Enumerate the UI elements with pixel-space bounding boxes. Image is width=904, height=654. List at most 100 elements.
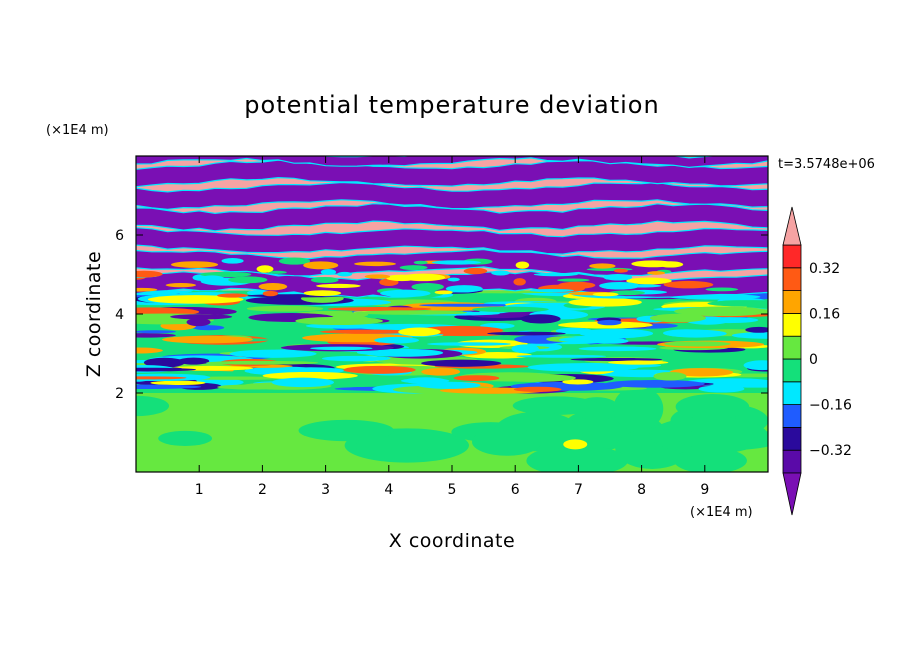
streak — [555, 327, 593, 335]
streak — [745, 326, 768, 333]
colorbar-swatch — [782, 426, 802, 451]
streak — [713, 380, 768, 388]
transition-streak — [558, 281, 596, 289]
transition-streak — [170, 261, 219, 268]
chart-title: potential temperature deviation — [244, 91, 659, 119]
y-axis-label: Z coordinate — [83, 251, 105, 377]
transition-streak — [364, 274, 391, 279]
streak — [271, 377, 335, 388]
colorbar-swatch — [782, 449, 802, 474]
colorbar-swatch — [782, 381, 802, 405]
streak — [568, 297, 642, 307]
contour-field — [136, 156, 768, 472]
streak — [343, 315, 370, 325]
colorbar-swatch — [782, 358, 802, 383]
transition-streak — [354, 261, 396, 267]
streak — [319, 329, 418, 334]
transition-streak — [599, 281, 640, 290]
streak — [374, 336, 420, 344]
streak — [246, 305, 324, 312]
x-tick-label: 1 — [195, 482, 204, 498]
colorbar: 0.32 0.16 0 −0.16 −0.32 — [782, 206, 852, 516]
transition-streak — [399, 265, 428, 271]
streak — [664, 341, 731, 347]
streak — [253, 326, 285, 332]
transition-streak — [320, 269, 337, 275]
streak — [136, 330, 177, 334]
streak — [513, 386, 562, 392]
streak — [592, 338, 629, 344]
streak — [597, 319, 622, 326]
blob — [472, 428, 542, 456]
streak — [487, 331, 566, 336]
x-tick-label: 9 — [700, 482, 709, 498]
streak — [136, 347, 163, 354]
transition-streak — [705, 287, 739, 292]
transition-streak — [303, 261, 339, 270]
colorbar-swatch — [782, 404, 802, 428]
x-ticks: 1 2 3 4 5 6 7 8 9 — [195, 156, 709, 498]
warm-spot — [563, 439, 588, 450]
transition-streak — [385, 274, 418, 282]
x-tick-label: 2 — [258, 482, 267, 498]
x-unit-label: (×1E4 m) — [690, 505, 753, 520]
streak — [206, 360, 319, 365]
streak — [150, 380, 206, 386]
x-tick-label: 4 — [384, 482, 393, 498]
colorbar-swatch — [782, 267, 802, 291]
colorbar-tick-label: −0.32 — [809, 443, 852, 459]
streak — [669, 368, 734, 377]
colorbar-under-arrow — [782, 472, 802, 516]
x-tick-label: 7 — [574, 482, 583, 498]
cold-layer — [136, 181, 768, 210]
streak — [321, 355, 391, 362]
colorbar-swatch — [782, 312, 802, 337]
y-tick-label: 6 — [115, 228, 124, 244]
transition-streak — [267, 270, 287, 274]
streak — [262, 371, 358, 380]
transition-streak — [136, 270, 163, 278]
streak — [427, 342, 511, 346]
transition-streak — [380, 289, 431, 298]
blob — [677, 428, 768, 451]
streak — [664, 329, 727, 338]
blob — [136, 395, 170, 417]
streak — [398, 327, 441, 337]
x-tick-label: 6 — [511, 482, 520, 498]
transition-streak — [278, 257, 311, 265]
colorbar-tick-label: 0.32 — [809, 261, 840, 277]
colorbar-tick-label: 0.16 — [809, 306, 840, 322]
streak — [136, 367, 197, 372]
transition-streak — [262, 290, 279, 297]
transition-streak — [447, 277, 460, 282]
x-axis-label: X coordinate — [389, 530, 515, 552]
streak — [136, 384, 202, 390]
transition-streak — [663, 280, 714, 289]
blob — [675, 393, 750, 420]
transition-streak — [258, 282, 288, 291]
cold-layer — [136, 270, 768, 298]
y-ticks: 2 4 6 — [115, 228, 768, 402]
blob — [674, 447, 747, 472]
streak — [453, 375, 500, 381]
colorbar-over-arrow — [782, 206, 802, 246]
colorbar-swatch — [782, 244, 802, 269]
streak — [421, 359, 502, 367]
streak — [527, 363, 639, 372]
streak — [511, 344, 539, 354]
transition-streak — [303, 290, 342, 296]
streak — [343, 365, 416, 374]
streak — [578, 346, 657, 352]
transition-streak — [515, 261, 530, 269]
colorbar-swatch — [782, 335, 802, 360]
streak — [570, 357, 663, 362]
blob — [158, 430, 213, 446]
streak — [417, 381, 481, 389]
streak — [608, 360, 669, 365]
streak — [295, 316, 383, 326]
cold-layer — [136, 203, 768, 232]
x-tick-label: 3 — [321, 482, 330, 498]
streak — [731, 332, 768, 339]
streak — [310, 346, 373, 351]
streak — [362, 348, 444, 357]
